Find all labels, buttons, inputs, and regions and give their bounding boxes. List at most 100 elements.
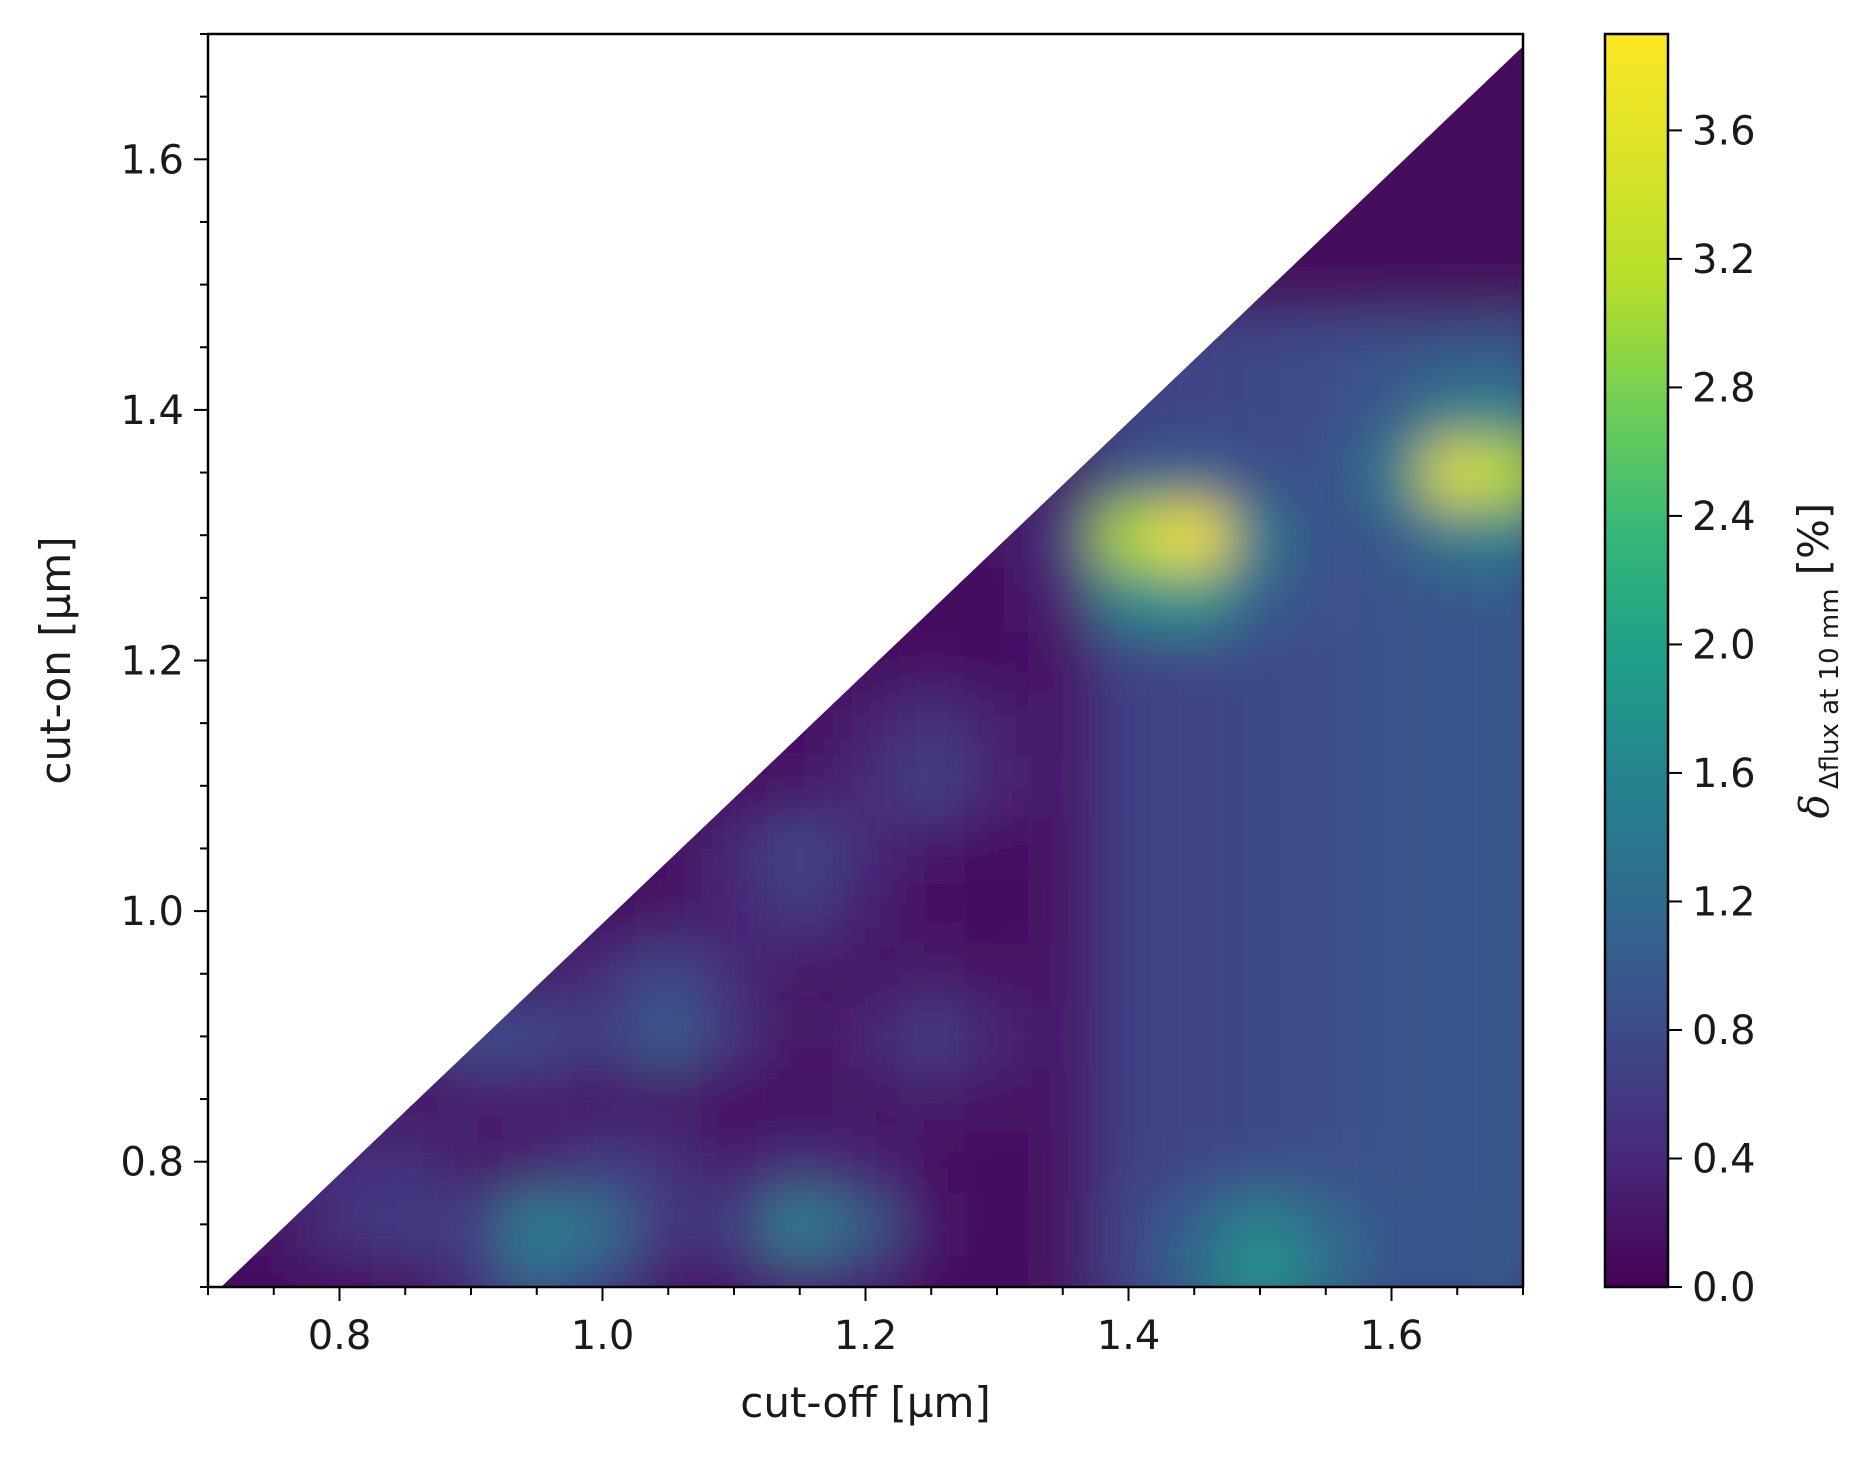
y-axis: 0.8 1.0 1.2 1.4 1.6 [120, 33, 208, 1288]
heatmap-cell [766, 1067, 834, 1132]
heatmap-cell [1095, 942, 1163, 1007]
heatmap-cell [701, 503, 768, 568]
heatmap-cell [832, 315, 900, 380]
heatmap-cell [503, 817, 571, 881]
heatmap-cell [503, 253, 571, 317]
heatmap-cell [701, 378, 768, 443]
heatmap-cell [1424, 1130, 1492, 1195]
heatmap-cell [372, 315, 440, 380]
heatmap-cell [964, 65, 1031, 129]
heatmap-cell [701, 817, 768, 881]
heatmap-cell [306, 65, 374, 129]
heatmap-cell [1161, 566, 1229, 631]
heatmap-cell [240, 754, 308, 819]
heatmap-cell [1161, 65, 1229, 129]
heatmap-cell [701, 1067, 768, 1132]
heatmap-cell [701, 253, 768, 317]
heatmap-cell [898, 378, 966, 443]
heatmap-cell [503, 1005, 571, 1069]
heatmap-cell [1358, 253, 1426, 317]
heatmap-cell [438, 441, 505, 505]
heatmap-cell [635, 691, 703, 756]
heatmap-cell [438, 691, 505, 756]
heatmap-cell [503, 629, 571, 693]
heatmap-cell [1490, 441, 1523, 505]
heatmap-cell [1029, 190, 1097, 255]
heatmap-cell [503, 1255, 571, 1287]
heatmap-cell [898, 879, 966, 944]
heatmap-cell [306, 942, 374, 1007]
heatmap-cell [832, 127, 900, 192]
heatmap-cell [701, 441, 768, 505]
heatmap-cell [1161, 253, 1229, 317]
heatmap-cell [240, 566, 308, 631]
heatmap-cell [1095, 1067, 1163, 1132]
heatmap-cell [569, 441, 637, 505]
heatmap-cell [240, 629, 308, 693]
heatmap-cell [306, 879, 374, 944]
x-tick-label: 0.8 [308, 1313, 372, 1359]
heatmap-cell [372, 817, 440, 881]
x-tick-label: 1.0 [571, 1313, 635, 1359]
heatmap-cell [1424, 817, 1492, 881]
heatmap-cell [832, 1193, 900, 1257]
heatmap-cell [898, 190, 966, 255]
heatmap-cell [1358, 691, 1426, 756]
heatmap-cell [240, 691, 308, 756]
heatmap-cell [1292, 566, 1360, 631]
heatmap-cell [306, 629, 374, 693]
heatmap-cell [1227, 879, 1294, 944]
heatmap-cell [1490, 65, 1523, 129]
heatmap-cell [1358, 1193, 1426, 1257]
heatmap-cell [964, 190, 1031, 255]
heatmap-cell [964, 1067, 1031, 1132]
heatmap-cell [569, 1130, 637, 1195]
heatmap-cell [964, 1255, 1031, 1287]
heatmap-cell [1358, 754, 1426, 819]
heatmap-cell [1358, 315, 1426, 380]
heatmap-cell [1490, 315, 1523, 380]
heatmap-cell [1029, 1130, 1097, 1195]
heatmap-cell [1424, 566, 1492, 631]
heatmap-cell [1424, 378, 1492, 443]
heatmap-cell [569, 879, 637, 944]
heatmap-cell [766, 1130, 834, 1195]
heatmap-cell [1095, 754, 1163, 819]
heatmap-cell [503, 754, 571, 819]
heatmap-cell [1227, 1130, 1294, 1195]
heatmap-cell [1095, 817, 1163, 881]
heatmap-cell [1095, 566, 1163, 631]
heatmap-cell [766, 879, 834, 944]
heatmap-cell [306, 566, 374, 631]
colorbar-subscript: Δflux at 10 mm [1815, 588, 1845, 789]
x-tick-label: 1.6 [1360, 1313, 1424, 1359]
heatmap-cell [1095, 1130, 1163, 1195]
heatmap-cell [1029, 65, 1097, 129]
heatmap-cell [964, 127, 1031, 192]
heatmap-cell [438, 1005, 505, 1069]
heatmap-cell [635, 1005, 703, 1069]
heatmap-cell [306, 691, 374, 756]
heatmap-cell [1490, 817, 1523, 881]
heatmap-cell [1490, 253, 1523, 317]
heatmap-cell [372, 190, 440, 255]
heatmap-cell [1358, 65, 1426, 129]
heatmap-cell [1095, 691, 1163, 756]
heatmap-cell [1292, 1067, 1360, 1132]
heatmap-cell [1029, 127, 1097, 192]
heatmap-cell [964, 879, 1031, 944]
heatmap-cell [1029, 503, 1097, 568]
heatmap-cell [240, 817, 308, 881]
heatmap-cell [1424, 629, 1492, 693]
y-tick-label: 0.8 [120, 1140, 184, 1186]
heatmap-cell [898, 65, 966, 129]
heatmap-cell [701, 65, 768, 129]
heatmap-cell [1358, 879, 1426, 944]
heatmap-cell [1029, 879, 1097, 944]
heatmap-cell [306, 1067, 374, 1132]
heatmap-cell [503, 942, 571, 1007]
heatmap-cell [635, 879, 703, 944]
heatmap-cell [438, 1130, 505, 1195]
heatmap-cell [766, 127, 834, 192]
heatmap-cell [240, 1005, 308, 1069]
